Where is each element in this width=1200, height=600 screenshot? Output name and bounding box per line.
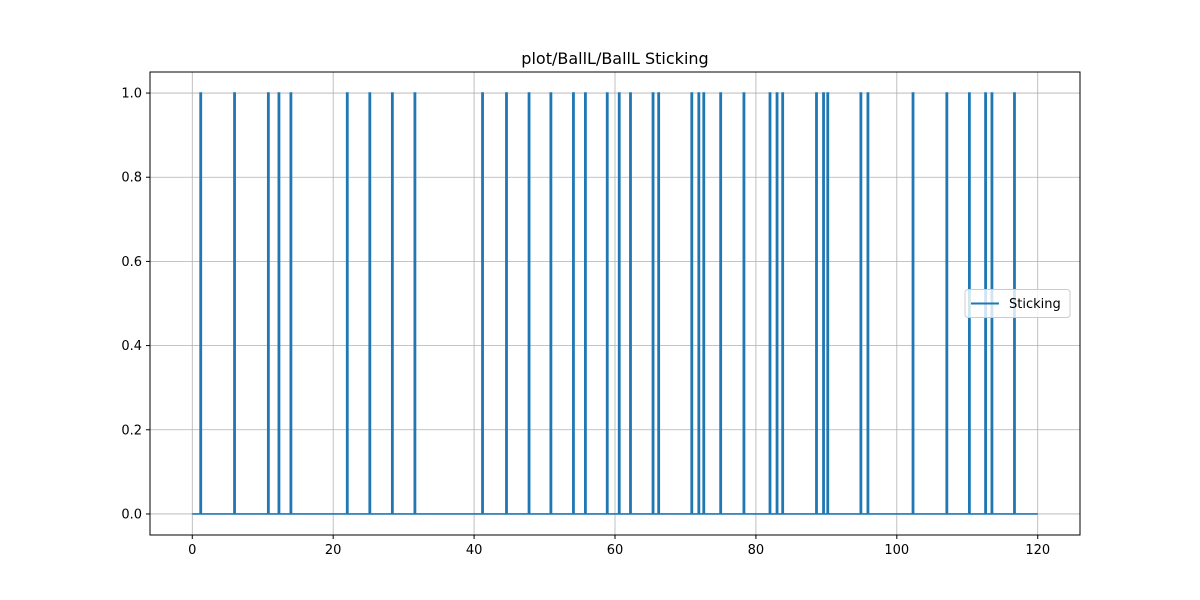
x-tick-label: 80 <box>748 543 765 558</box>
series-spike <box>657 92 661 514</box>
chart-title: plot/BallL/BallL Sticking <box>521 49 708 68</box>
series-spike <box>549 92 553 514</box>
series-spike <box>911 92 915 514</box>
series-spike <box>815 92 818 514</box>
series-spike <box>572 92 575 514</box>
x-tick-label: 0 <box>188 543 196 558</box>
series-sticking <box>192 92 1038 515</box>
series-spike <box>266 92 270 514</box>
series-spike <box>617 92 621 514</box>
series-spike <box>945 92 949 514</box>
y-tick-label: 0.6 <box>121 255 142 270</box>
x-tick-label: 60 <box>607 543 624 558</box>
series-spike <box>345 92 349 514</box>
series-spike <box>527 92 531 514</box>
series-spike <box>390 92 394 514</box>
series-spike <box>781 92 785 514</box>
legend: Sticking <box>964 289 1071 318</box>
series-spike <box>742 92 746 514</box>
series-spike <box>768 92 772 514</box>
y-tick-label: 0.2 <box>121 423 142 438</box>
x-tick-label: 40 <box>466 543 483 558</box>
x-tick-label: 100 <box>884 543 909 558</box>
series-spike <box>690 92 694 514</box>
legend-box <box>964 289 1071 318</box>
series-spike <box>866 92 870 514</box>
series-spike <box>199 92 203 514</box>
series-spike <box>697 92 701 514</box>
grid <box>150 72 1080 535</box>
y-axis: 0.0 0.2 0.4 0.6 0.8 1.0 <box>121 87 150 522</box>
series-spike <box>719 92 723 514</box>
series-spike <box>702 92 706 514</box>
series-spike <box>289 92 293 514</box>
series-spike <box>584 92 587 514</box>
series-spike <box>277 92 281 514</box>
series-spike <box>826 92 830 514</box>
y-tick-label: 0.8 <box>121 171 142 186</box>
x-tick-label: 20 <box>325 543 342 558</box>
series-spike <box>651 92 655 514</box>
series-spike <box>233 92 236 514</box>
y-tick-label: 1.0 <box>121 87 142 102</box>
series-spike <box>775 92 779 514</box>
x-axis: 0 20 40 60 80 100 120 <box>188 535 1050 558</box>
series-spike <box>505 92 508 514</box>
series-spike <box>605 92 609 514</box>
series-spike <box>413 92 417 514</box>
y-tick-label: 0.4 <box>121 339 142 354</box>
legend-label-sticking: Sticking <box>1009 297 1061 312</box>
y-tick-label: 0.0 <box>121 507 142 522</box>
series-spike <box>859 92 863 514</box>
series-spike <box>368 92 372 514</box>
series-spike <box>629 92 632 514</box>
series-spike <box>822 92 825 514</box>
x-tick-label: 120 <box>1025 543 1050 558</box>
series-spike <box>481 92 484 514</box>
